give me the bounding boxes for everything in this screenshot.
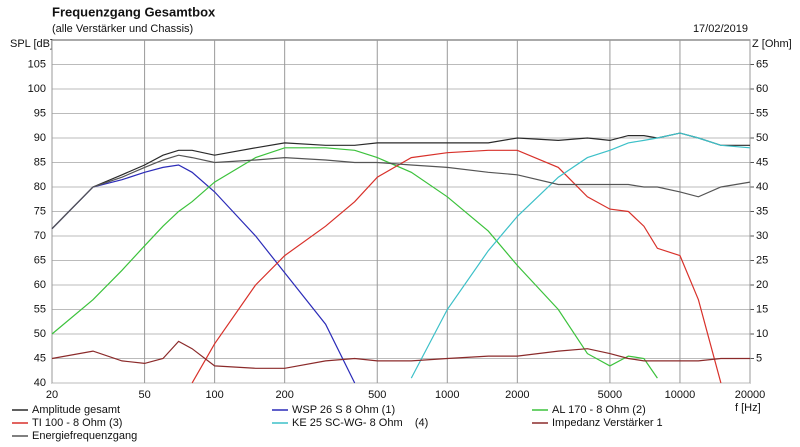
y-tick-label: 90 bbox=[34, 132, 46, 144]
x-tick-label: 5000 bbox=[598, 389, 622, 401]
y-tick-label: 80 bbox=[34, 181, 46, 193]
y2-tick-label: 5 bbox=[756, 352, 762, 364]
legend-label: WSP 26 S 8 Ohm (1) bbox=[292, 404, 395, 416]
x-tick-label: 100 bbox=[205, 389, 223, 401]
series-line bbox=[51, 340, 750, 369]
y2-tick-label: 45 bbox=[756, 156, 768, 168]
y-tick-label: 75 bbox=[34, 205, 46, 217]
y2-tick-label: 35 bbox=[756, 205, 768, 217]
chart-subtitle: (alle Verstärker und Chassis) bbox=[52, 23, 193, 35]
series-line bbox=[410, 132, 751, 379]
y2-tick-label: 55 bbox=[756, 107, 768, 119]
x-tick-label: 10000 bbox=[665, 389, 696, 401]
legend-label: TI 100 - 8 Ohm (3) bbox=[32, 417, 122, 429]
y2-tick-label: 40 bbox=[756, 181, 768, 193]
x-tick-label: 20000 bbox=[735, 389, 766, 401]
y2-tick-label: 15 bbox=[756, 303, 768, 315]
x-tick-label: 2000 bbox=[505, 389, 529, 401]
y2-tick-label: 10 bbox=[756, 328, 768, 340]
series-line bbox=[51, 132, 750, 230]
y-tick-label: 100 bbox=[28, 83, 46, 95]
y2-tick-label: 60 bbox=[756, 83, 768, 95]
legend-label: AL 170 - 8 Ohm (2) bbox=[552, 404, 646, 416]
x-tick-label: 20 bbox=[46, 389, 58, 401]
y2-tick-label: 25 bbox=[756, 254, 768, 266]
legend-label: KE 25 SC-WG- 8 Ohm (4) bbox=[292, 417, 428, 429]
y2-tick-label: 30 bbox=[756, 230, 768, 242]
legend-label: Amplitude gesamt bbox=[32, 404, 120, 416]
series-line bbox=[51, 147, 658, 379]
y-tick-label: 50 bbox=[34, 328, 46, 340]
y2-tick-label: 50 bbox=[756, 132, 768, 144]
y-tick-label: 85 bbox=[34, 156, 46, 168]
legend-label: Energiefrequenzgang bbox=[32, 430, 137, 442]
y-tick-label: 95 bbox=[34, 107, 46, 119]
legend-label: Impedanz Verstärker 1 bbox=[552, 417, 663, 429]
x-axis-label: f [Hz] bbox=[735, 402, 761, 414]
y-tick-label: 105 bbox=[28, 58, 46, 70]
y-tick-label: 55 bbox=[34, 303, 46, 315]
y2-tick-label: 65 bbox=[756, 58, 768, 70]
y-axis-label: SPL [dB] bbox=[10, 38, 53, 50]
x-tick-label: 50 bbox=[138, 389, 150, 401]
y-tick-label: 60 bbox=[34, 279, 46, 291]
chart-date: 17/02/2019 bbox=[693, 23, 748, 35]
y-tick-label: 65 bbox=[34, 254, 46, 266]
y2-axis-label: Z [Ohm] bbox=[752, 38, 792, 50]
y-tick-label: 45 bbox=[34, 352, 46, 364]
y-tick-label: 40 bbox=[34, 377, 46, 389]
series-line bbox=[51, 164, 356, 384]
y2-tick-label: 20 bbox=[756, 279, 768, 291]
series-line bbox=[51, 154, 751, 230]
chart-title: Frequenzgang Gesamtbox bbox=[52, 4, 216, 19]
x-tick-label: 500 bbox=[368, 389, 386, 401]
x-tick-label: 1000 bbox=[435, 389, 459, 401]
series-line bbox=[191, 149, 722, 384]
y-tick-label: 70 bbox=[34, 230, 46, 242]
x-tick-label: 200 bbox=[275, 389, 293, 401]
